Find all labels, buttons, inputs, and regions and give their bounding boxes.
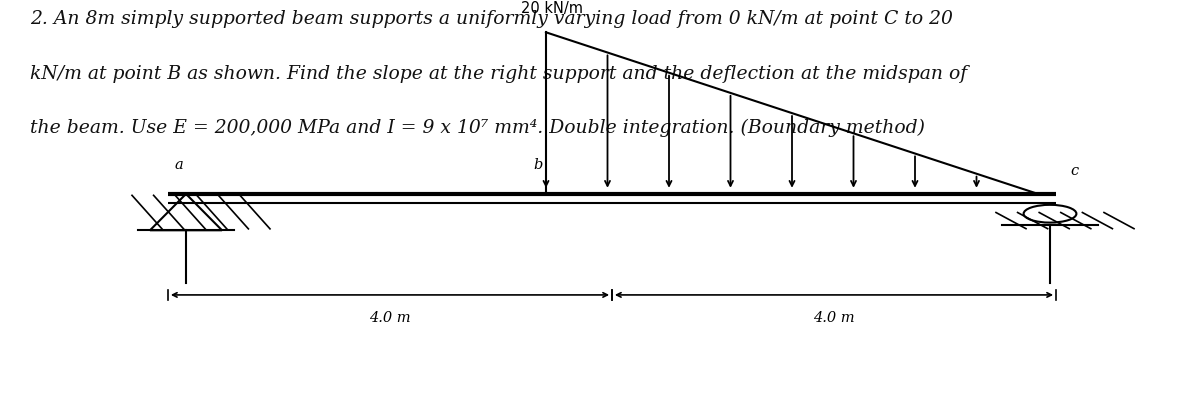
Text: c: c xyxy=(1070,164,1079,178)
Text: the beam. Use E = 200,000 MPa and I = 9 x 10⁷ mm⁴. Double integration. (Boundary: the beam. Use E = 200,000 MPa and I = 9 … xyxy=(30,119,925,137)
Text: 4.0 m: 4.0 m xyxy=(814,311,854,325)
Text: 20 kN/m: 20 kN/m xyxy=(521,1,583,16)
Text: b: b xyxy=(533,158,542,172)
Text: kN/m at point B as shown. Find the slope at the right support and the deflection: kN/m at point B as shown. Find the slope… xyxy=(30,65,967,83)
Text: a: a xyxy=(174,158,182,172)
Text: 2. An 8m simply supported beam supports a uniformly varying load from 0 kN/m at : 2. An 8m simply supported beam supports … xyxy=(30,10,953,28)
Text: 4.0 m: 4.0 m xyxy=(370,311,410,325)
